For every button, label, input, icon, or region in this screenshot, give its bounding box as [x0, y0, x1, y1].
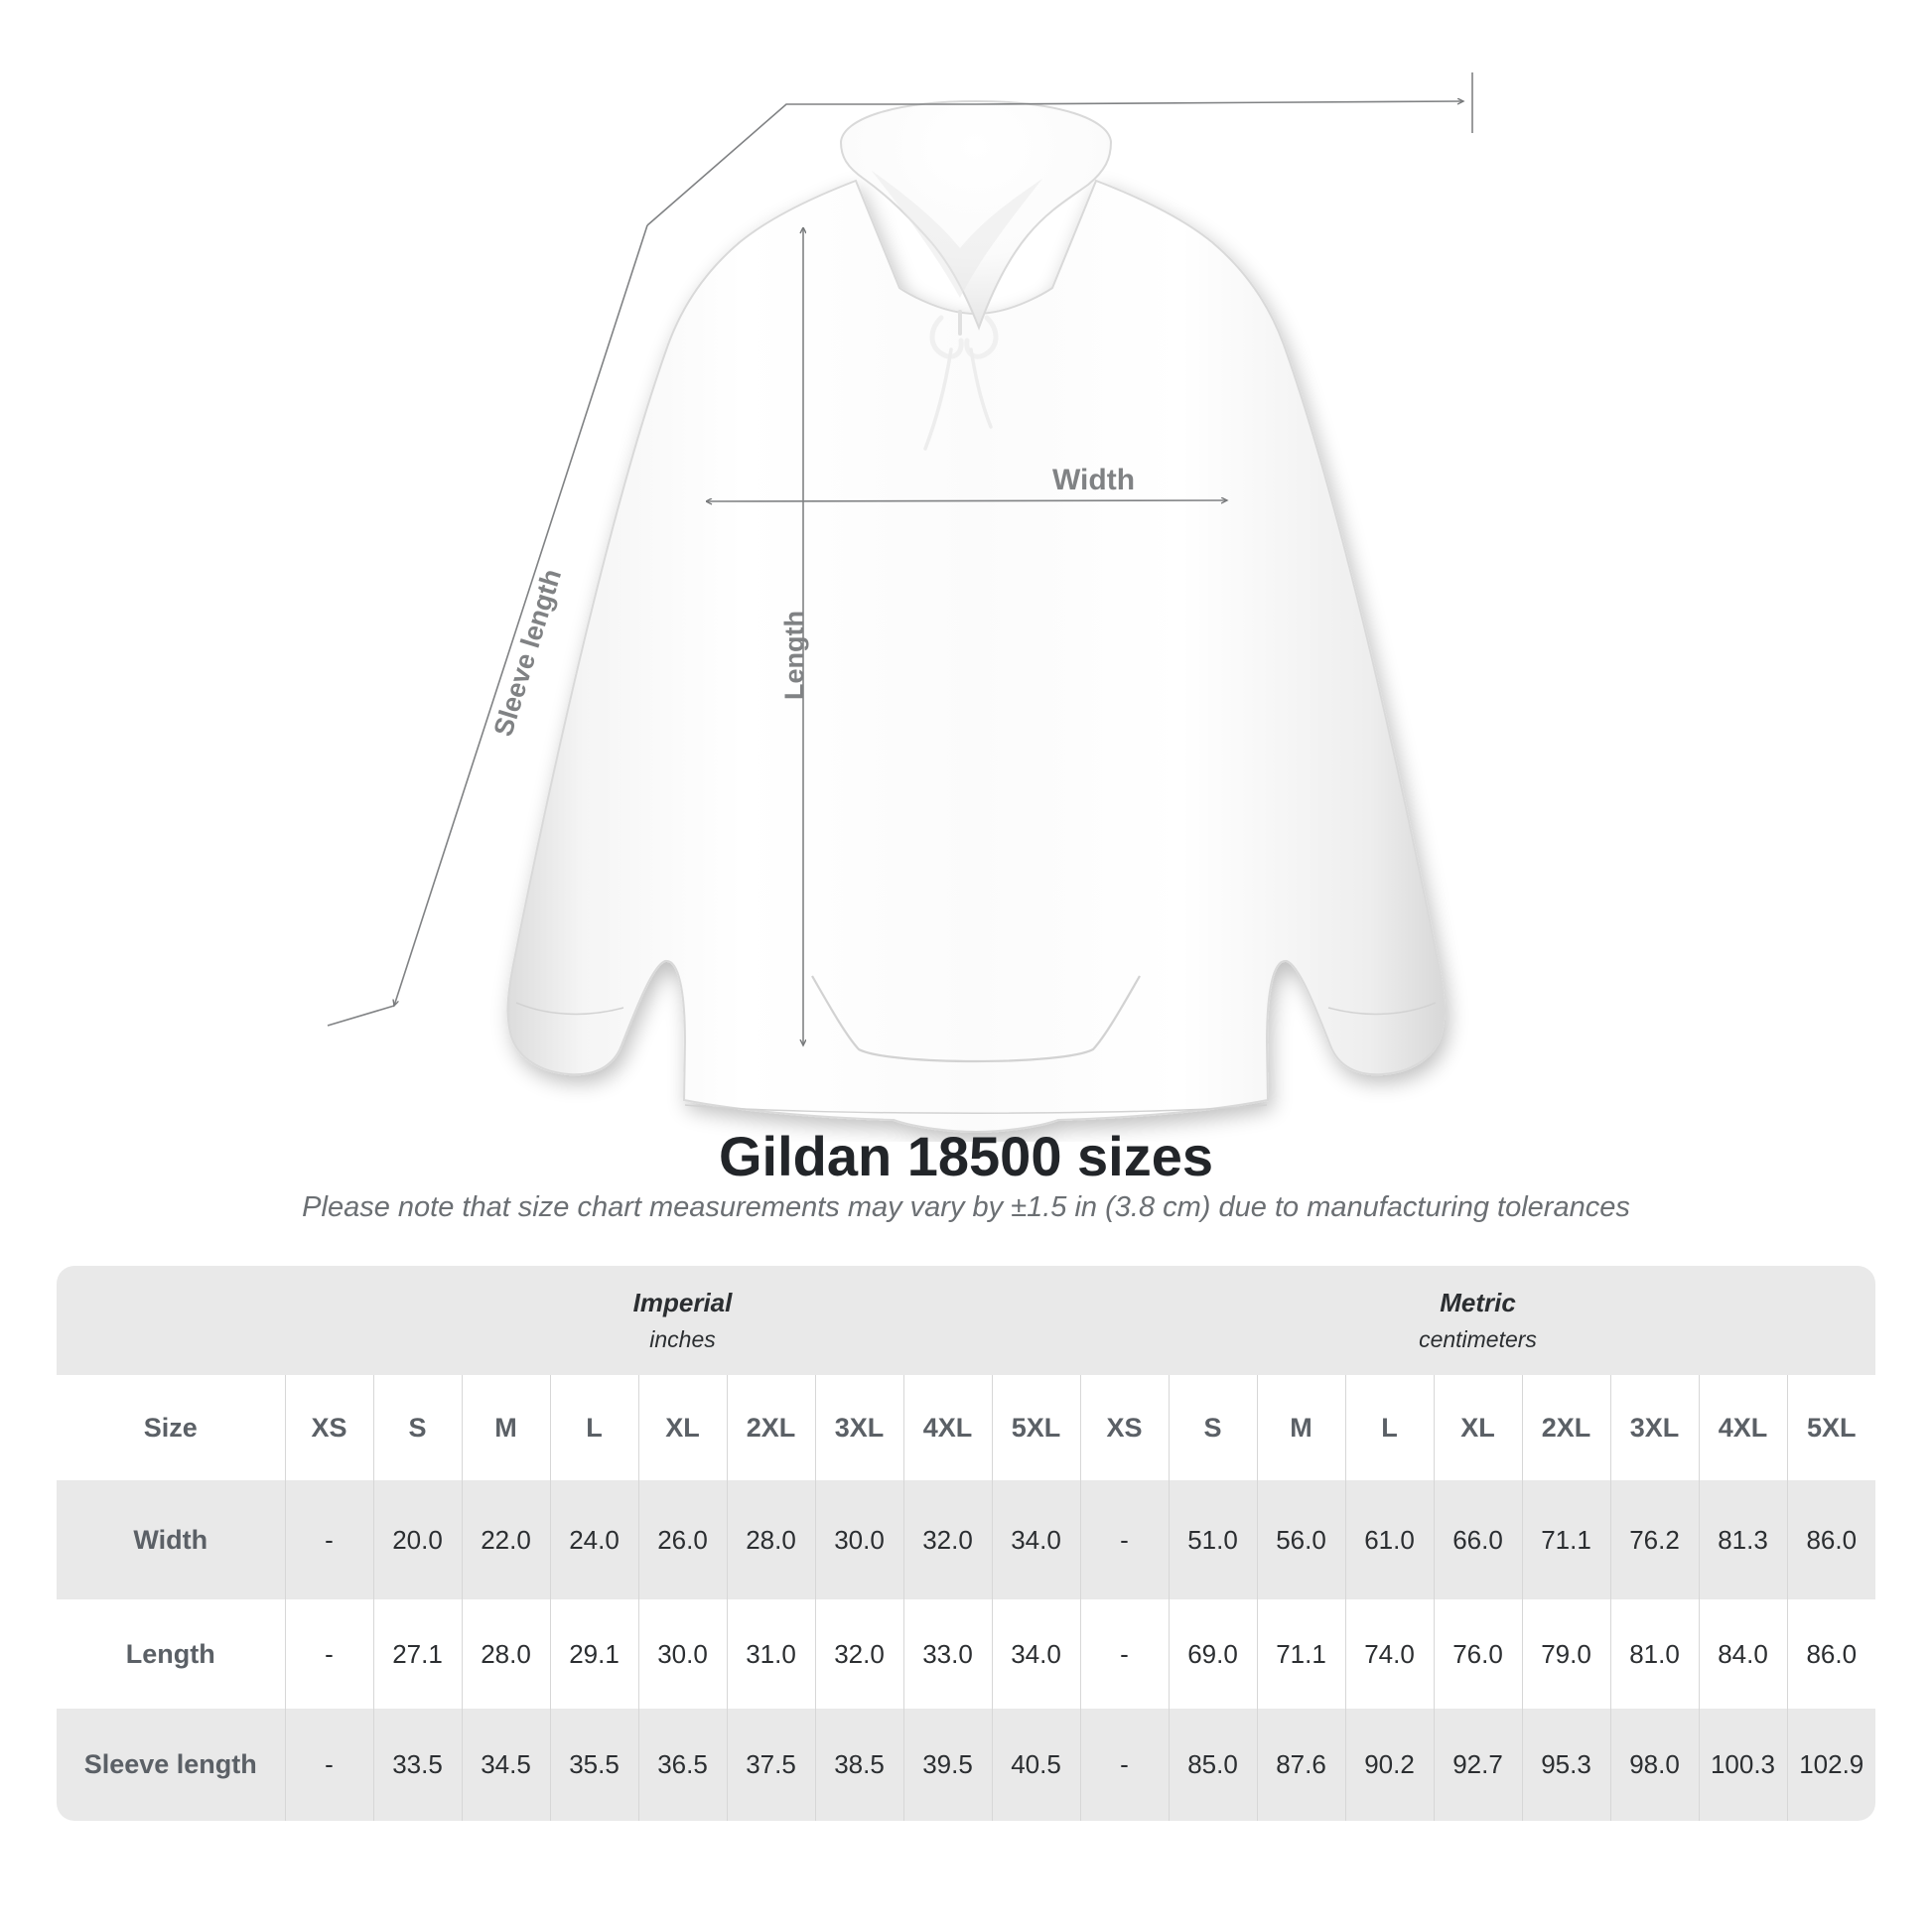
svg-text:Length: Length [779, 611, 809, 700]
svg-text:Width: Width [1052, 464, 1135, 496]
svg-text:Sleeve length: Sleeve length [488, 566, 568, 740]
